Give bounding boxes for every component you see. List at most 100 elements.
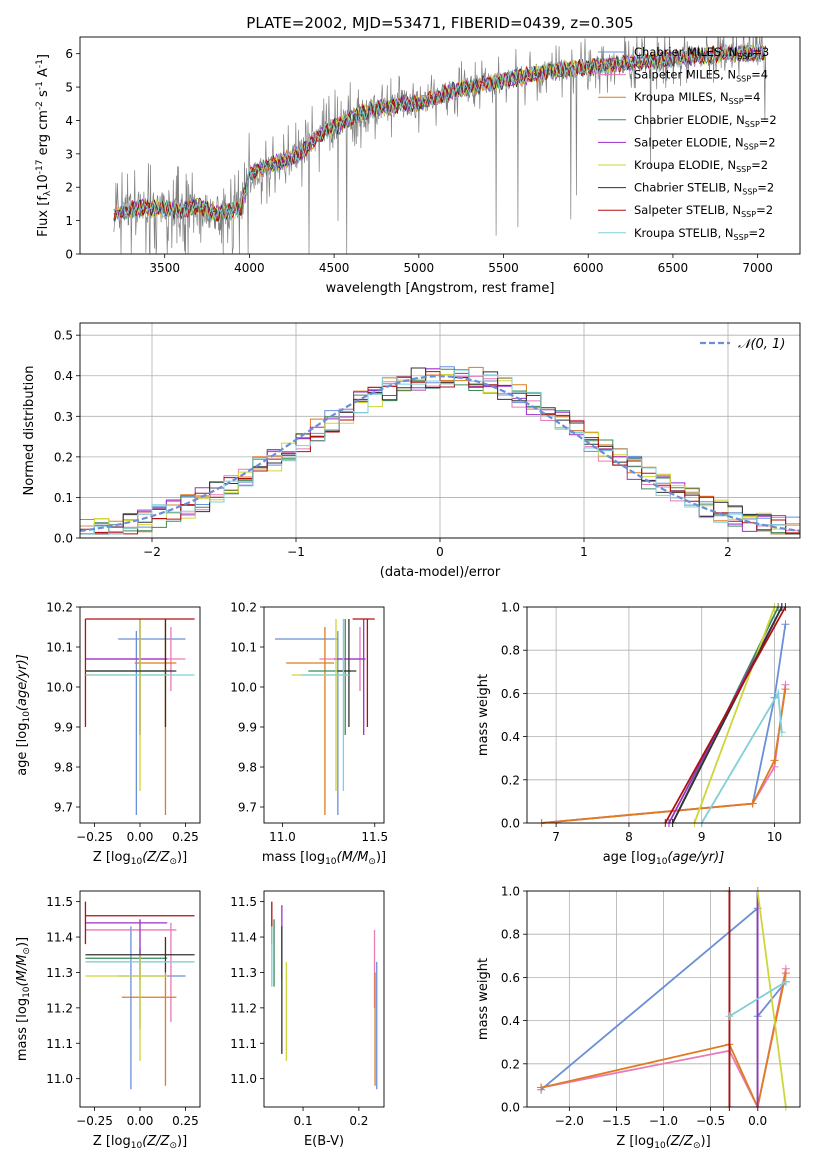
weight-line-kroupa_stelib [728, 980, 787, 1018]
x-axis-label-sub2: ⊙ [169, 857, 177, 867]
legend-suffix: =2 [759, 135, 776, 149]
x-axis-label-text: mass [log [262, 850, 325, 865]
legend-sub: SSP [734, 233, 749, 242]
weight-point-kroupa_miles [770, 756, 779, 765]
legend-suffix: =4 [744, 90, 761, 104]
y-tick-label: 9.8 [54, 761, 73, 775]
x-tick-label: 10 [767, 830, 782, 844]
y-tick-label: 11.2 [230, 1001, 257, 1015]
panel-residuals: −2 −1 0 1 2 0.0 0.1 0.2 0.3 0.4 0.5 (data-model)/er… [22, 322, 801, 580]
y-tick-label: 0.1 [54, 491, 73, 505]
ylabel-rest: 10 [36, 174, 51, 191]
panel-ebv-mass: 0.1 0.2 11.0 11.1 11.2 11.3 11.4 11.5 E(B-V) [230, 890, 385, 1149]
x-tick-label: 11.5 [361, 830, 388, 844]
x-tick-label: 4000 [234, 261, 265, 275]
legend-entry-chabrier_miles: Chabrier MILES, NSSP=3 [634, 45, 769, 61]
legend-sub: SSP [744, 142, 759, 151]
x-axis-label-end: )] [177, 850, 187, 865]
x-tick-label: 6000 [573, 261, 604, 275]
weight-point-kroupa_miles [781, 969, 790, 978]
y-tick-label: 10.2 [46, 601, 73, 615]
y-tick-label: 10.0 [46, 681, 73, 695]
x-tick-label: 8 [625, 830, 633, 844]
legend-name: Kroupa ELODIE, N [634, 158, 736, 172]
y-tick-label: 9.7 [238, 801, 257, 815]
y-tick-label: 11.3 [230, 966, 257, 980]
y-tick-label: 0.4 [54, 369, 73, 383]
y-axis-label: age [log10(age/yr)] [15, 654, 32, 776]
legend-name: Kroupa MILES, N [634, 90, 729, 104]
x-tick-label: 11.0 [269, 830, 296, 844]
legend-suffix: =2 [760, 113, 777, 127]
weight-point-chabrier_miles [781, 620, 790, 629]
panel-spectrum: 3500 4000 4500 5000 5500 6000 6500 7000 0 1 2 3 4 5 6 w… [35, 14, 801, 296]
axes-frame [79, 36, 801, 255]
legend-entry-salpeter_miles: Salpeter MILES, NSSP=4 [634, 68, 768, 84]
y-tick-label: 9.7 [54, 801, 73, 815]
weight-point-kroupa_stelib [781, 977, 790, 986]
x-axis-label: Z [log10(Z/Z⊙)] [616, 1134, 710, 1151]
legend-suffix: =2 [751, 158, 768, 172]
legend-gaussian-label: 𝒩(0, 1) [738, 337, 785, 352]
axes-frame [79, 890, 201, 1108]
x-axis-label-text: age [log [603, 850, 656, 865]
x-tick-label: 4500 [319, 261, 350, 275]
y-tick-label: 0.4 [501, 1014, 520, 1028]
y-tick-label: 0.2 [501, 1057, 520, 1071]
legend-name: Salpeter MILES, N [634, 68, 736, 82]
y-tick-label: 0.5 [54, 329, 73, 343]
x-tick-label: 3500 [149, 261, 180, 275]
legend-entry-salpeter_stelib: Salpeter STELIB, NSSP=2 [634, 203, 773, 219]
ylabel-unit3: A [36, 68, 51, 81]
x-axis-label-text: (data-model)/error [380, 565, 501, 580]
legend-sub: SSP [736, 165, 751, 174]
y-tick-label: 11.3 [46, 966, 73, 980]
x-tick-label: −0.25 [76, 830, 113, 844]
y-tick-label: 10.1 [230, 641, 257, 655]
y-tick-label: 11.0 [230, 1072, 257, 1086]
legend-entry-salpeter_elodie: Salpeter ELODIE, NSSP=2 [634, 135, 776, 151]
weight-point-kroupa_stelib [774, 689, 783, 698]
y-axis-label-sub: 10 [22, 986, 32, 998]
x-axis-label-sub2: ⊙ [368, 857, 376, 867]
weight-line-kroupa_elodie [693, 606, 776, 824]
y-tick-label: 2 [65, 181, 73, 195]
ylabel-exp3: -1 [35, 81, 45, 90]
y-tick-label: 1.0 [501, 885, 520, 899]
panel-z-weight: −2.0 −1.5 −1.0 −0.5 0.0 0.0 0.2 0.4 0.6 0.8 1.0 Z [… [476, 885, 801, 1151]
y-tick-label: 6 [65, 47, 73, 61]
y-tick-label: 11.1 [46, 1037, 73, 1051]
model-spectrum-kroupa_stelib [113, 43, 766, 221]
ylabel-lambda: λ [43, 190, 53, 196]
x-tick-label: 0.1 [294, 1114, 313, 1128]
x-tick-label: −2.0 [555, 1114, 584, 1128]
weight-point-kroupa_stelib [725, 1012, 734, 1021]
x-axis-label-sub2: ⊙ [693, 1141, 701, 1151]
weight-line-kroupa_elodie [756, 890, 787, 1108]
x-tick-label: 0.2 [349, 1114, 368, 1128]
y-axis-label: mass [log10(M/M⊙)] [15, 937, 32, 1061]
axes-frame [263, 606, 385, 824]
x-tick-label: 1 [580, 545, 588, 559]
x-axis-label: wavelength [Angstrom, rest frame] [326, 281, 555, 296]
y-tick-label: 11.0 [46, 1072, 73, 1086]
x-axis-label-sub: 10 [131, 1141, 143, 1151]
weight-point-kroupa_stelib [777, 728, 786, 737]
panel-mass-age: 11.0 11.5 9.7 9.8 9.9 10.0 10.1 10.2 mass [log10… [230, 601, 388, 868]
legend-sub: SSP [729, 97, 744, 106]
ylabel-exp2: -2 [35, 101, 45, 110]
weight-line-salpeter_miles [541, 684, 787, 824]
residual-hist-salpeter_stelib [80, 369, 800, 535]
x-tick-label: −0.25 [76, 1114, 113, 1128]
axes-frame [263, 890, 385, 1108]
y-tick-label: 10.1 [46, 641, 73, 655]
x-axis-label-rest: (Z/Z [142, 1134, 170, 1149]
legend-entry-chabrier_stelib: Chabrier STELIB, NSSP=2 [634, 181, 774, 197]
x-axis-label: Z [log10(Z/Z⊙)] [93, 850, 187, 867]
ylabel-exp4: -1 [35, 59, 45, 68]
x-axis-label-sub: 10 [656, 857, 668, 867]
panel-z-age: −0.25 0.00 0.25 9.7 9.8 9.9 10.0 10.1 10.2 Z [log… [15, 601, 201, 867]
legend-name: Salpeter STELIB, N [634, 203, 741, 217]
y-axis-label-text: mass [log [15, 998, 30, 1061]
x-tick-label: −2 [143, 545, 161, 559]
